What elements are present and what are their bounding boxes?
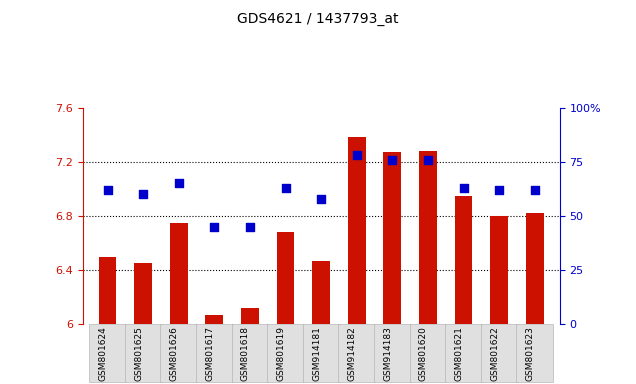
Text: GSM801621: GSM801621 bbox=[455, 326, 464, 381]
Text: GSM801619: GSM801619 bbox=[277, 326, 286, 381]
Text: GSM914182: GSM914182 bbox=[348, 326, 357, 381]
Text: GSM801617: GSM801617 bbox=[205, 326, 214, 381]
Text: GDS4621 / 1437793_at: GDS4621 / 1437793_at bbox=[237, 12, 399, 25]
Text: GSM801626: GSM801626 bbox=[170, 326, 179, 381]
Text: GSM801620: GSM801620 bbox=[419, 326, 428, 381]
Text: GSM914183: GSM914183 bbox=[384, 326, 392, 381]
Text: GSM914181: GSM914181 bbox=[312, 326, 321, 381]
Bar bbox=[312, 261, 330, 324]
Bar bbox=[134, 263, 152, 324]
Bar bbox=[490, 216, 508, 324]
Point bbox=[209, 224, 219, 230]
Bar bbox=[384, 152, 401, 324]
Point bbox=[280, 185, 291, 191]
Point bbox=[174, 180, 184, 187]
Text: GSM801622: GSM801622 bbox=[490, 326, 499, 381]
Point bbox=[530, 187, 540, 193]
Text: GSM801625: GSM801625 bbox=[134, 326, 143, 381]
Point bbox=[423, 157, 433, 163]
Text: GSM801623: GSM801623 bbox=[526, 326, 535, 381]
Text: GSM801624: GSM801624 bbox=[99, 326, 107, 381]
Point bbox=[352, 152, 362, 158]
Bar bbox=[348, 137, 366, 324]
Bar bbox=[526, 213, 544, 324]
Point bbox=[316, 195, 326, 202]
Bar bbox=[277, 232, 294, 324]
Point bbox=[459, 185, 469, 191]
Bar bbox=[99, 257, 116, 324]
Bar bbox=[455, 196, 473, 324]
Text: GSM801618: GSM801618 bbox=[241, 326, 250, 381]
Bar bbox=[419, 151, 437, 324]
Bar bbox=[170, 223, 188, 324]
Point bbox=[387, 157, 398, 163]
Point bbox=[494, 187, 504, 193]
Bar bbox=[241, 308, 259, 324]
Point bbox=[102, 187, 113, 193]
Bar bbox=[205, 315, 223, 324]
Point bbox=[138, 191, 148, 197]
Point bbox=[245, 224, 255, 230]
